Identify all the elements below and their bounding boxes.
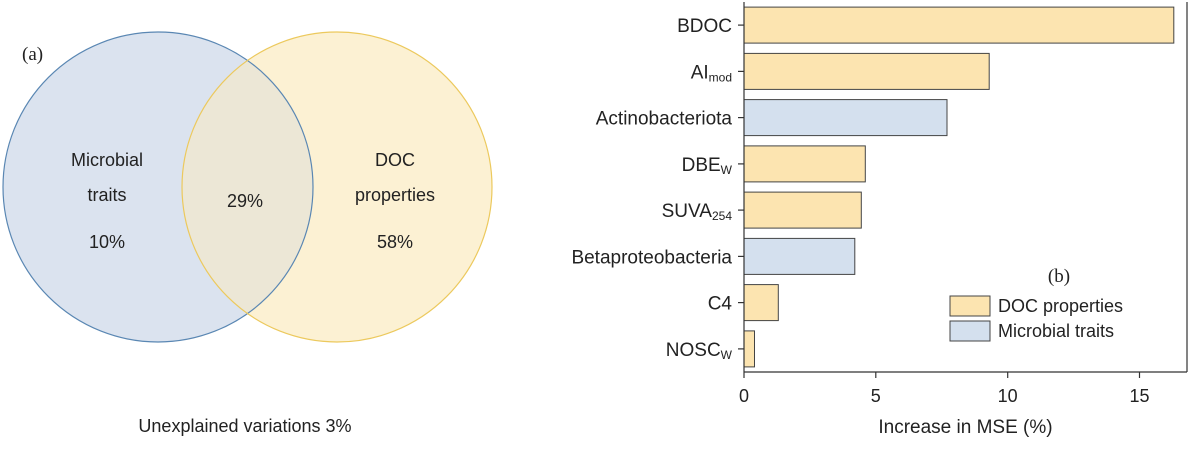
x-axis-ticks: 0 5 10 15 (739, 372, 1150, 406)
y-axis-labels: BDOC AImod Actinobacteriota DBEW SUVA254 Beta… (571, 16, 744, 362)
legend: DOC properties Microbial traits (949, 295, 1123, 342)
legend-label: DOC properties (998, 296, 1123, 316)
y-tick-label: Betaproteobacteria (571, 247, 732, 268)
x-tick-label: 0 (739, 386, 749, 406)
legend-label: Microbial traits (998, 321, 1114, 341)
venn-overlap-percent: 29% (227, 191, 263, 211)
x-axis-title: Increase in MSE (%) (878, 417, 1052, 438)
x-tick-label: 15 (1129, 386, 1149, 406)
bar-suva254 (743, 191, 862, 229)
bar-bdoc (743, 6, 1175, 44)
bar-dbew (743, 145, 866, 183)
venn-microbial-label-line1: Microbial (71, 150, 143, 170)
venn-circle-microbial-outline (2, 31, 314, 343)
y-tick-label: Actinobacteriota (596, 109, 733, 130)
y-tick-label: NOSCW (666, 340, 733, 362)
x-tick-label: 10 (998, 386, 1018, 406)
bar-betaproteobacteria (743, 237, 856, 275)
x-tick-label: 5 (871, 386, 881, 406)
venn-unexplained-text: Unexplained variations 3% (138, 416, 351, 436)
venn-microbial-label-line2: traits (87, 185, 126, 205)
bar-chart-panel: BDOC AImod Actinobacteriota DBEW SUVA254 Beta… (571, 2, 1188, 438)
legend-swatch (949, 295, 991, 317)
panel-a-label: (a) (22, 44, 43, 65)
y-tick-label: BDOC (677, 16, 732, 37)
legend-swatch (949, 320, 991, 342)
venn-doc-label-line1: DOC (375, 150, 415, 170)
panel-b-label: (b) (1048, 266, 1070, 287)
y-tick-label: DBEW (682, 155, 733, 177)
venn-circle-doc-outline (181, 31, 493, 343)
venn-doc-label-line2: properties (355, 185, 435, 205)
venn-overlap-region (182, 32, 313, 342)
bar-c4 (743, 284, 779, 322)
y-tick-label: AImod (691, 62, 732, 84)
bar-noscw (743, 330, 755, 368)
venn-microbial-percent: 10% (89, 232, 125, 252)
y-tick-label: C4 (708, 294, 733, 315)
bar-actinobacteriota (743, 99, 948, 137)
venn-panel: (a) Microbial traits 10% 29% DOC propert… (2, 31, 493, 436)
venn-doc-percent: 58% (377, 232, 413, 252)
bar-aimod (743, 52, 990, 90)
y-tick-label: SUVA254 (662, 201, 733, 223)
